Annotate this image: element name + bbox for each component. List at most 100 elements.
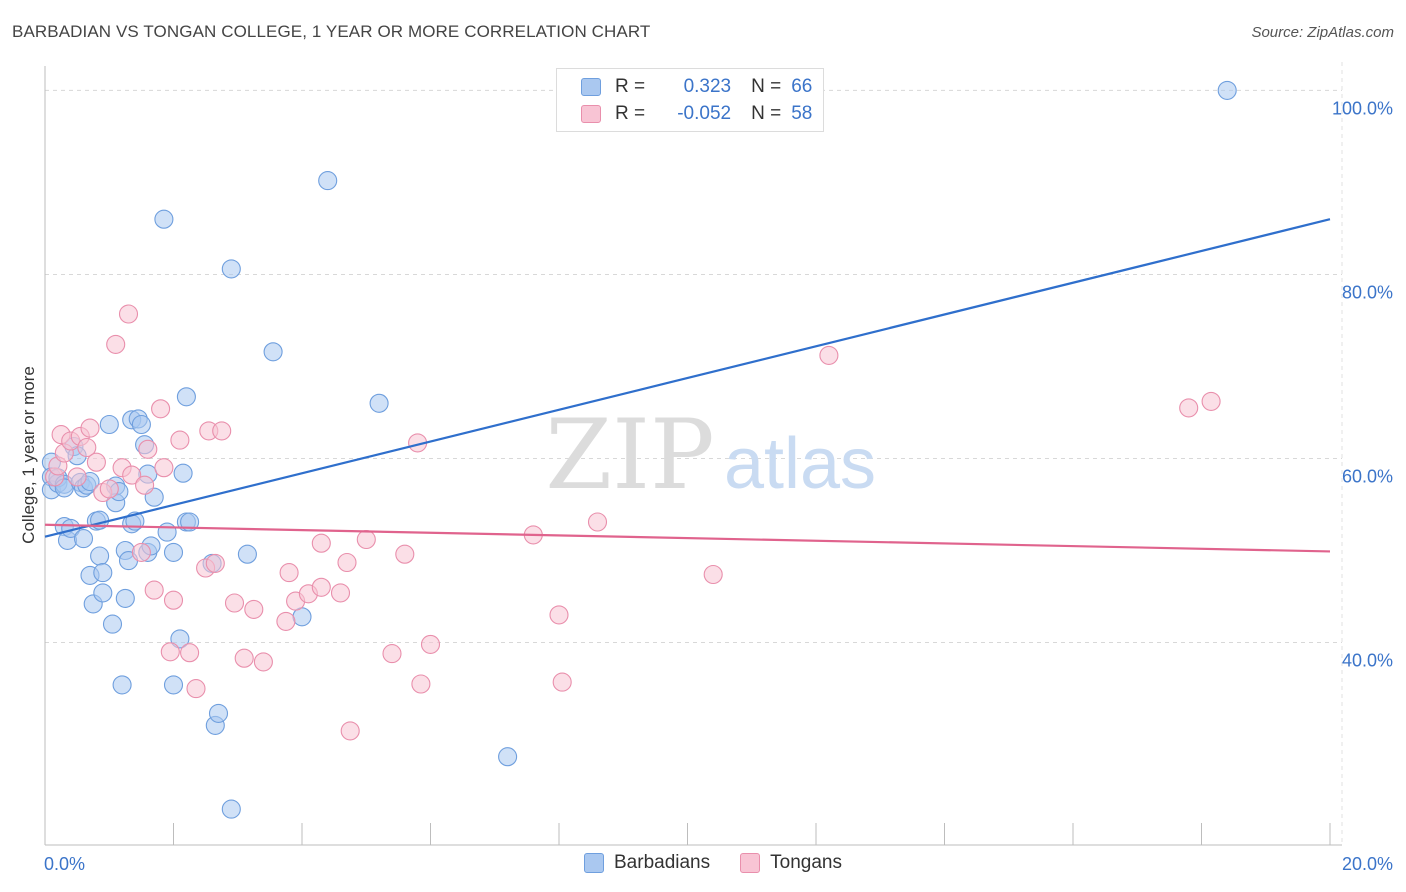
point-barbadians [1217, 80, 1237, 100]
legend-n-label: N = [751, 103, 782, 124]
point-barbadians [237, 544, 257, 564]
legend-swatch-tongans [581, 105, 601, 123]
point-tongans [151, 399, 171, 419]
point-tongans [170, 430, 190, 450]
x-tick-label: 0.0% [44, 854, 85, 874]
point-barbadians [93, 583, 113, 603]
point-barbadians [208, 703, 229, 723]
point-tongans [144, 580, 164, 600]
series-legend: Barbadians Tongans [584, 852, 872, 874]
x-tick-label: 20.0% [1342, 854, 1393, 874]
point-tongans [330, 583, 351, 603]
point-tongans [382, 644, 402, 664]
point-barbadians [131, 414, 151, 435]
point-barbadians [221, 799, 241, 819]
point-barbadians [170, 629, 190, 649]
point-tongans [86, 452, 106, 472]
point-tongans [703, 564, 723, 585]
point-barbadians [173, 463, 193, 483]
point-barbadians [180, 512, 200, 532]
y-tick-label: 60.0% [1342, 467, 1393, 487]
point-tongans [138, 439, 158, 459]
point-barbadians [163, 542, 184, 562]
point-barbadians [73, 529, 94, 549]
source-label: Source: ZipAtlas.com [1251, 24, 1394, 41]
legend-row-barbadians: R = 0.323 N = 66 [581, 75, 812, 99]
y-axis-label: College, 1 year or more [19, 366, 38, 544]
point-tongans [131, 542, 151, 562]
legend-n-value: 66 [791, 76, 813, 97]
point-tongans [135, 475, 155, 495]
point-tongans [311, 577, 331, 597]
legend-swatch-tongans [740, 853, 761, 873]
point-barbadians [176, 387, 196, 407]
trend-line-tongans [44, 523, 1331, 553]
point-barbadians [154, 209, 174, 229]
point-tongans [340, 721, 360, 741]
point-barbadians [112, 675, 132, 695]
legend-row-tongans: R = -0.052 N = 58 [581, 102, 812, 126]
point-tongans [1201, 391, 1221, 411]
y-tick-label: 40.0% [1342, 651, 1393, 671]
axes-layer [44, 66, 1342, 846]
point-barbadians [498, 747, 518, 767]
legend-r-value: -0.052 [677, 103, 732, 124]
grid-layer [45, 62, 1343, 845]
point-tongans [205, 553, 225, 573]
point-tongans [279, 563, 299, 583]
point-tongans [118, 304, 139, 324]
points-layer [41, 80, 1237, 819]
legend-label-tongans: Tongans [770, 852, 842, 873]
y-tick-label: 100.0% [1332, 98, 1393, 118]
legend-r-label: R = [615, 76, 646, 97]
y-tick-label: 80.0% [1342, 282, 1393, 302]
point-tongans [395, 544, 415, 564]
point-barbadians [157, 522, 177, 542]
point-tongans [212, 421, 232, 441]
legend-item-tongans: Tongans [740, 852, 842, 874]
watermark: ZIP atlas [545, 399, 876, 511]
point-tongans [122, 465, 142, 485]
point-tongans [77, 437, 97, 458]
point-tongans [276, 611, 296, 631]
point-tongans [411, 674, 431, 694]
point-tongans [186, 679, 206, 699]
point-tongans [356, 529, 376, 550]
point-tongans [180, 643, 200, 663]
legend-r-value: 0.323 [683, 76, 732, 97]
point-barbadians [163, 675, 184, 695]
legend-item-barbadians: Barbadians [584, 852, 710, 874]
point-tongans [99, 479, 119, 499]
point-tongans [1179, 398, 1199, 418]
legend-n-label: N = [751, 76, 782, 97]
point-barbadians [93, 563, 113, 583]
point-tongans [80, 418, 100, 438]
chart-title: BARBADIAN VS TONGAN COLLEGE, 1 YEAR OR M… [12, 22, 651, 41]
legend-swatch-barbadians [581, 78, 601, 96]
trend-layer [44, 218, 1331, 553]
legend-n-value: 58 [791, 103, 813, 124]
point-tongans [234, 648, 254, 668]
point-barbadians [115, 588, 135, 608]
watermark-zip: ZIP [545, 399, 714, 511]
point-tongans [552, 672, 572, 692]
point-barbadians [263, 342, 283, 362]
point-tongans [67, 467, 87, 487]
point-tongans [224, 593, 245, 613]
point-tongans [819, 345, 839, 365]
point-barbadians [90, 546, 110, 566]
point-tongans [106, 334, 126, 354]
point-tongans [244, 599, 264, 619]
point-barbadians [369, 393, 389, 413]
point-tongans [587, 512, 608, 532]
point-tongans [163, 590, 184, 610]
point-barbadians [318, 171, 338, 191]
point-barbadians [102, 614, 123, 634]
legend-swatch-barbadians [584, 853, 604, 873]
point-tongans [337, 552, 357, 573]
point-tongans [311, 533, 331, 553]
trend-line-barbadians [44, 218, 1331, 538]
legend-r-label: R = [615, 103, 646, 124]
point-barbadians [221, 259, 241, 279]
